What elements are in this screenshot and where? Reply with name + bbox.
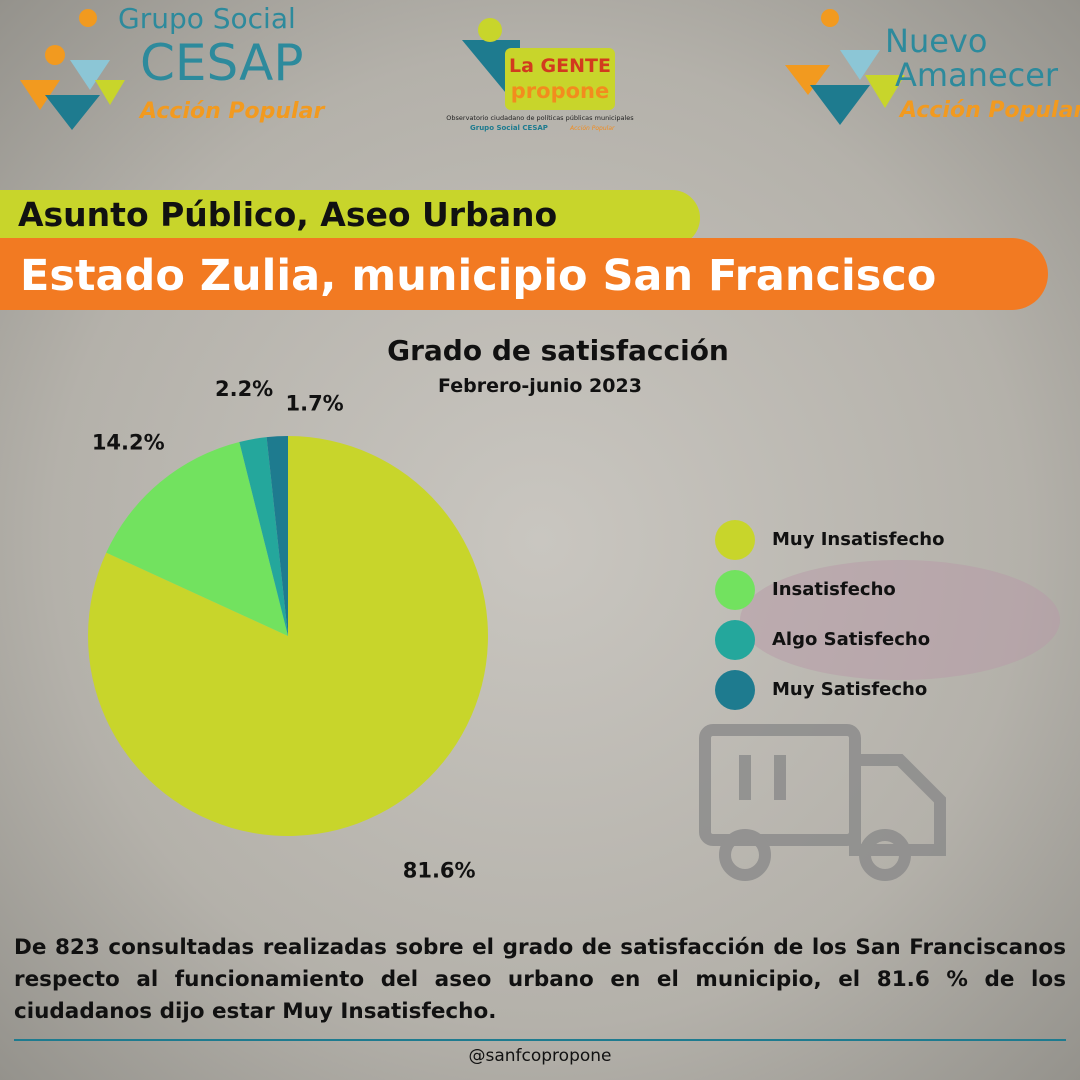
logo-text: propone (511, 79, 609, 103)
legend-label: Insatisfecho (772, 579, 896, 600)
logo-text: CESAP (140, 34, 304, 92)
subtitle-banner (0, 190, 700, 246)
legend-label: Muy Insatisfecho (772, 529, 944, 550)
logo-right: Nuevo Amanecer Acción Popular (785, 9, 1080, 125)
handle: @sanfcopropone (468, 1046, 612, 1066)
logo-text: Observatorio ciudadano de políticas públ… (446, 114, 634, 122)
data-label: 14.2% (92, 431, 165, 455)
logo-text: Amanecer (895, 56, 1059, 94)
truck-icon (699, 724, 946, 881)
pie-slice (266, 436, 288, 636)
background-object (740, 560, 1060, 680)
chart: 81.6% 14.2% 2.2% 1.7% Muy Insatisfecho Insati… (87, 377, 944, 883)
header-subtitle: Asunto Público, Aseo Urbano (18, 195, 557, 234)
title-banner (0, 238, 1048, 310)
logo-left: Grupo Social CESAP Acción Popular (20, 2, 325, 130)
legend-label: Algo Satisfecho (772, 629, 930, 650)
logo-text: Nuevo (885, 22, 987, 60)
data-label: 81.6% (403, 859, 476, 883)
pie-slice (239, 437, 288, 636)
data-label: 1.7% (285, 391, 343, 415)
logo-text: Acción Popular (898, 98, 1080, 123)
data-label: 2.2% (215, 377, 273, 401)
legend-label: Muy Satisfecho (772, 679, 927, 700)
pie-slice (106, 442, 288, 636)
logo-text: Grupo Social (118, 2, 296, 35)
header-title: Estado Zulia, municipio San Francisco (20, 251, 936, 301)
logo-text: La GENTE (509, 55, 611, 77)
logo-center: La GENTE propone Observatorio ciudadano … (446, 18, 634, 132)
legend-swatch (715, 520, 755, 560)
chart-title: Grado de satisfacción (387, 334, 729, 367)
legend-swatch (715, 570, 755, 610)
legend-swatch (715, 670, 755, 710)
logo-text: Grupo Social CESAP (470, 124, 548, 132)
logo-text: Acción Popular (138, 99, 325, 124)
chart-subtitle: Febrero-junio 2023 (438, 375, 642, 397)
logo-text: Acción Popular (569, 125, 615, 132)
legend-swatch (715, 620, 755, 660)
summary: De 823 consultadas realizadas sobre el g… (14, 935, 1066, 1024)
